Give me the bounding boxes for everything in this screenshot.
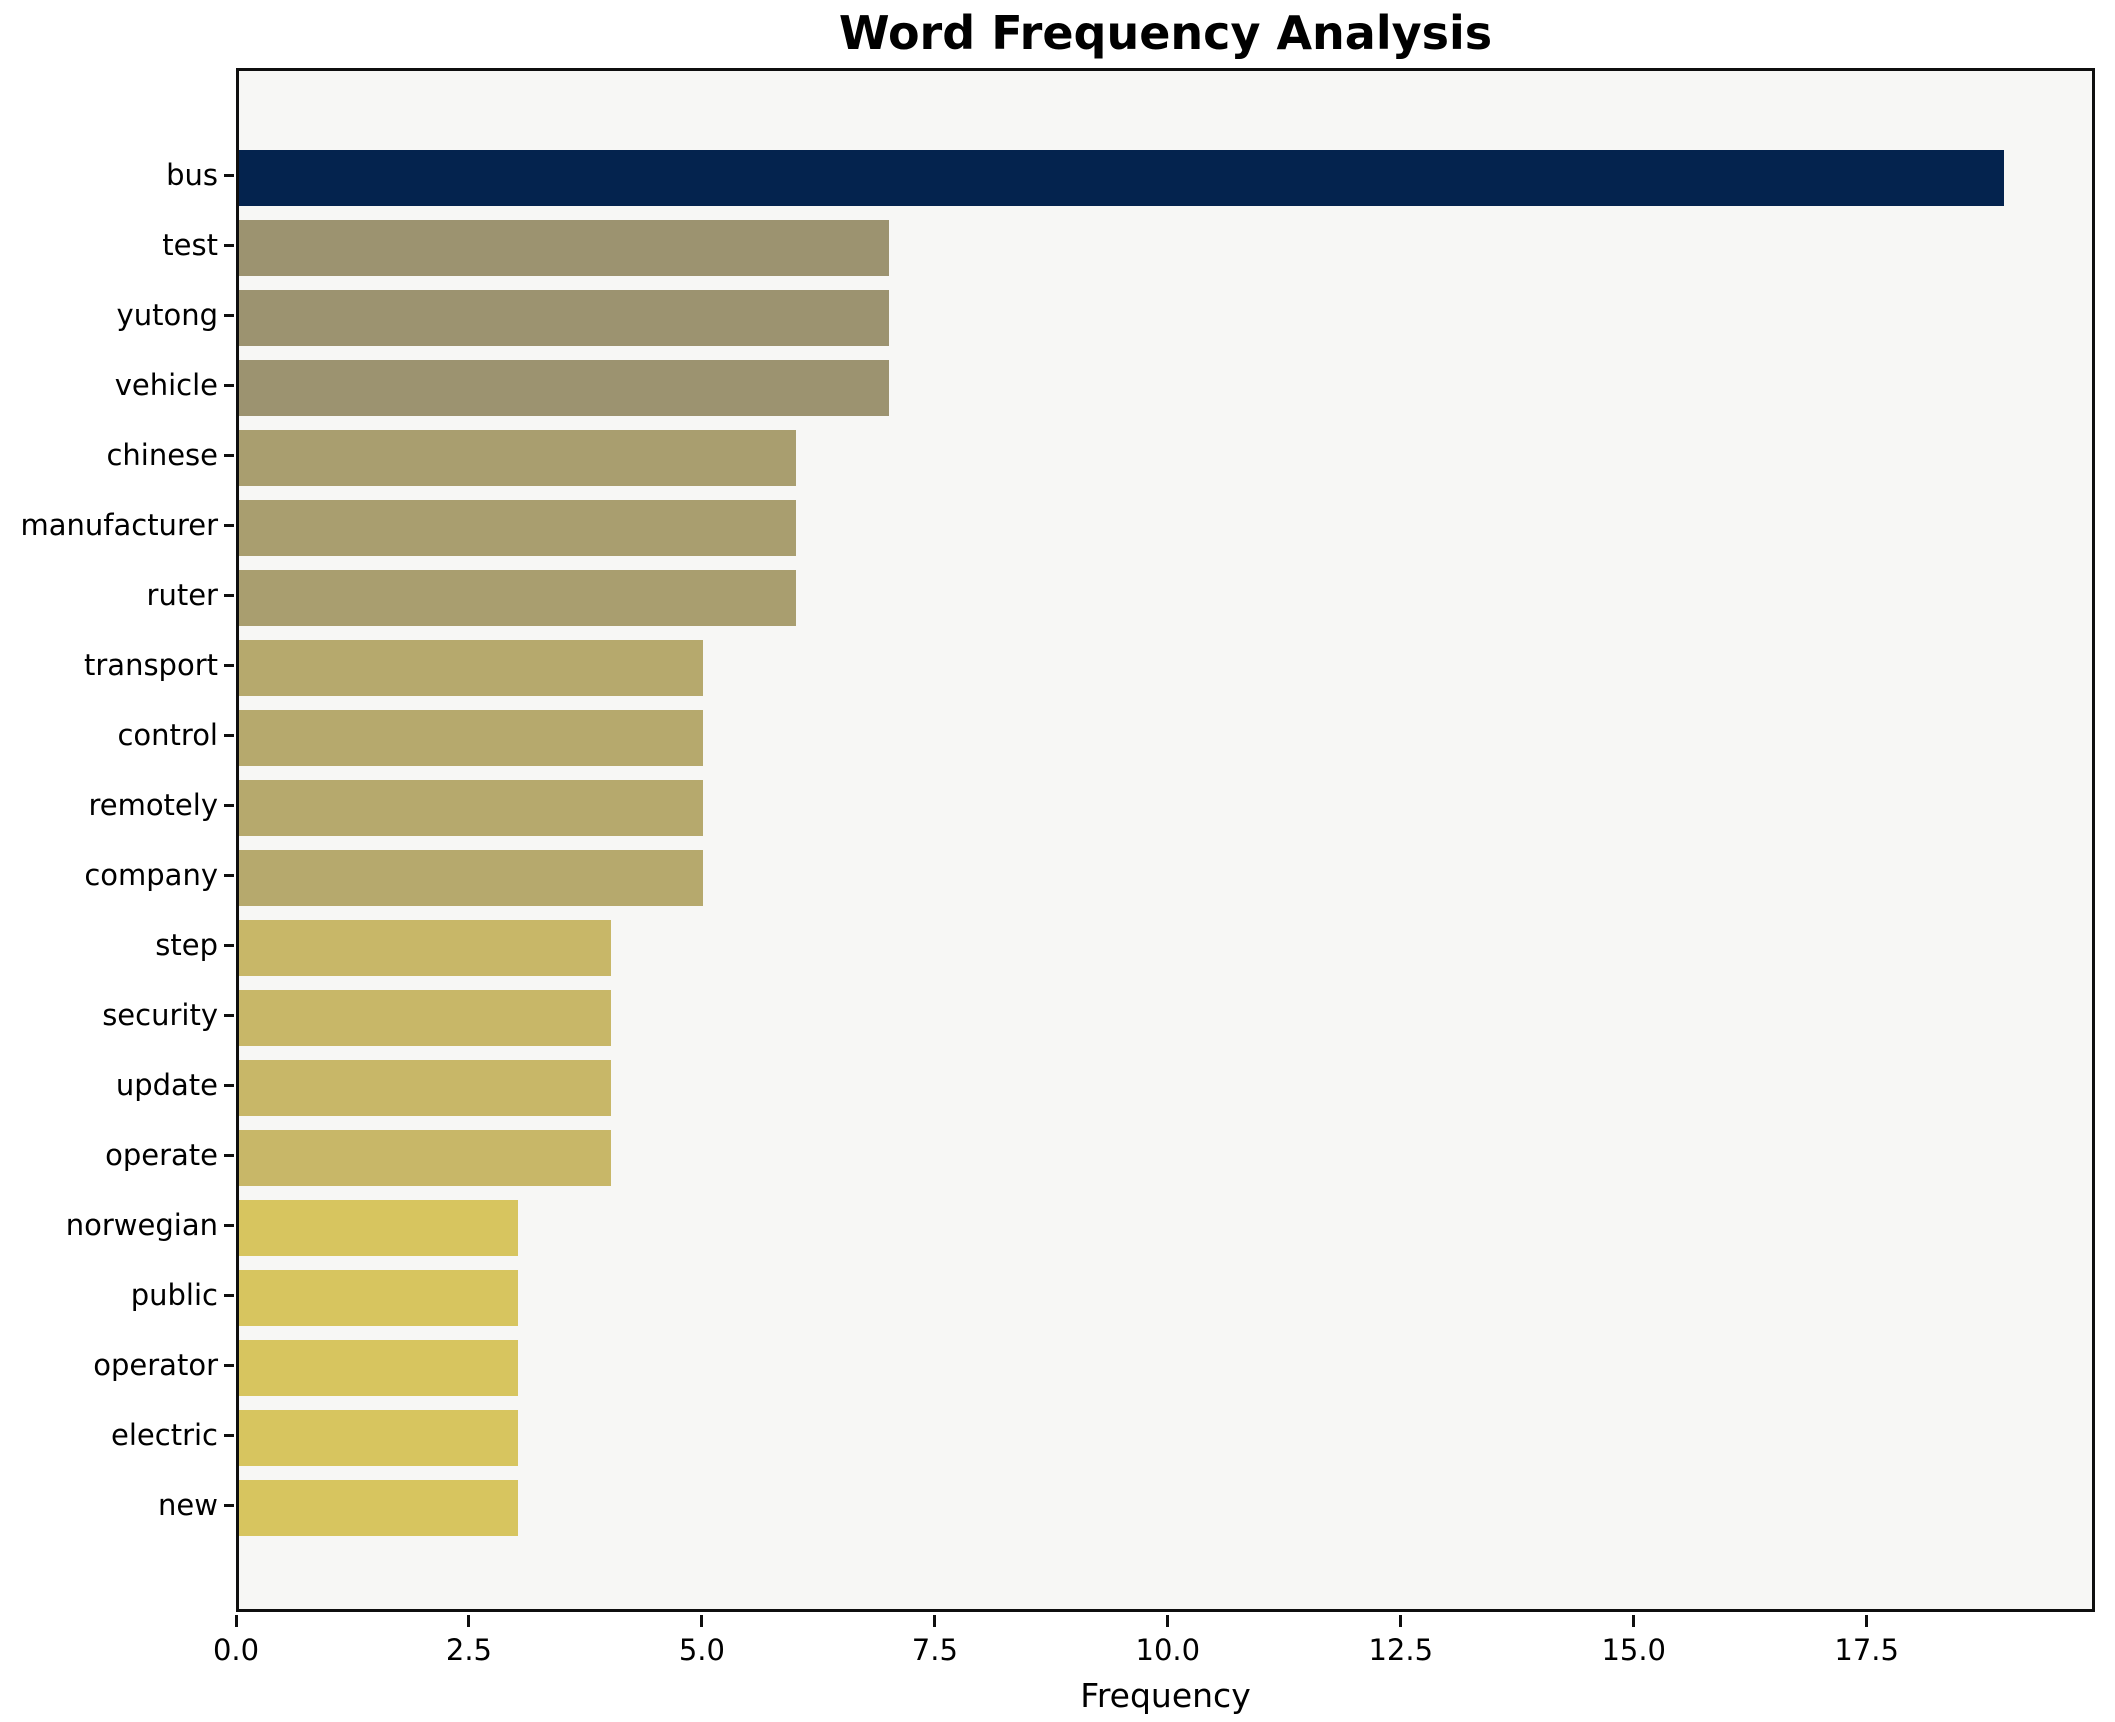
y-tick-label-electric: electric bbox=[111, 1418, 218, 1452]
x-axis-label: Frequency bbox=[1080, 1676, 1251, 1715]
y-tick-mark bbox=[224, 803, 234, 807]
x-tick-label-7.5: 7.5 bbox=[911, 1633, 958, 1667]
y-tick-label-public: public bbox=[130, 1278, 218, 1312]
x-tick-mark bbox=[234, 1615, 238, 1627]
bar-test bbox=[239, 220, 890, 276]
bar-company bbox=[239, 850, 704, 906]
y-tick-label-remotely: remotely bbox=[88, 788, 218, 822]
y-tick-label-norwegian: norwegian bbox=[65, 1208, 218, 1242]
y-tick-mark bbox=[224, 593, 234, 597]
y-tick-label-step: step bbox=[155, 928, 218, 962]
x-tick-mark bbox=[1632, 1615, 1636, 1627]
plot-area bbox=[236, 68, 2095, 1612]
x-tick-mark bbox=[933, 1615, 937, 1627]
x-tick-label-10.0: 10.0 bbox=[1135, 1633, 1201, 1667]
y-tick-label-bus: bus bbox=[166, 158, 218, 192]
x-tick-mark bbox=[700, 1615, 704, 1627]
y-tick-mark bbox=[224, 453, 234, 457]
bar-electric bbox=[239, 1410, 518, 1466]
y-tick-mark bbox=[224, 1013, 234, 1017]
y-tick-mark bbox=[224, 173, 234, 177]
bar-operator bbox=[239, 1340, 518, 1396]
y-tick-label-operator: operator bbox=[93, 1348, 218, 1382]
y-tick-label-test: test bbox=[162, 228, 218, 262]
y-tick-mark bbox=[224, 383, 234, 387]
bar-public bbox=[239, 1270, 518, 1326]
x-tick-mark bbox=[467, 1615, 471, 1627]
bar-ruter bbox=[239, 570, 797, 626]
y-tick-label-company: company bbox=[84, 858, 218, 892]
y-tick-label-ruter: ruter bbox=[146, 578, 218, 612]
y-tick-label-operate: operate bbox=[105, 1138, 218, 1172]
y-tick-mark bbox=[224, 1433, 234, 1437]
y-tick-mark bbox=[224, 1293, 234, 1297]
y-tick-mark bbox=[224, 733, 234, 737]
x-tick-label-5.0: 5.0 bbox=[678, 1633, 725, 1667]
y-tick-mark bbox=[224, 1153, 234, 1157]
y-tick-mark bbox=[224, 1223, 234, 1227]
bar-chinese bbox=[239, 430, 797, 486]
bar-control bbox=[239, 710, 704, 766]
y-tick-label-transport: transport bbox=[84, 648, 218, 682]
y-tick-mark bbox=[224, 1363, 234, 1367]
bar-vehicle bbox=[239, 360, 890, 416]
y-tick-label-security: security bbox=[102, 998, 218, 1032]
bar-bus bbox=[239, 150, 2004, 206]
y-tick-mark bbox=[224, 243, 234, 247]
y-tick-mark bbox=[224, 943, 234, 947]
y-tick-label-update: update bbox=[115, 1068, 218, 1102]
bar-remotely bbox=[239, 780, 704, 836]
bar-new bbox=[239, 1480, 518, 1536]
y-tick-label-new: new bbox=[158, 1488, 218, 1522]
y-tick-mark bbox=[224, 663, 234, 667]
y-tick-label-vehicle: vehicle bbox=[114, 368, 218, 402]
x-tick-mark bbox=[1865, 1615, 1869, 1627]
x-tick-label-15.0: 15.0 bbox=[1601, 1633, 1667, 1667]
x-tick-label-2.5: 2.5 bbox=[445, 1633, 493, 1667]
bar-yutong bbox=[239, 290, 890, 346]
bar-security bbox=[239, 990, 611, 1046]
y-tick-mark bbox=[224, 313, 234, 317]
y-tick-mark bbox=[224, 523, 234, 527]
y-tick-label-control: control bbox=[117, 718, 218, 752]
bar-transport bbox=[239, 640, 704, 696]
bar-manufacturer bbox=[239, 500, 797, 556]
y-tick-label-manufacturer: manufacturer bbox=[20, 508, 218, 542]
x-tick-label-0.0: 0.0 bbox=[212, 1633, 260, 1667]
y-tick-mark bbox=[224, 873, 234, 877]
bar-update bbox=[239, 1060, 611, 1116]
y-tick-label-chinese: chinese bbox=[106, 438, 218, 472]
chart-title: Word Frequency Analysis bbox=[838, 6, 1493, 60]
y-tick-mark bbox=[224, 1083, 234, 1087]
x-tick-mark bbox=[1166, 1615, 1170, 1627]
bar-operate bbox=[239, 1130, 611, 1186]
x-tick-label-17.5: 17.5 bbox=[1834, 1633, 1899, 1667]
x-tick-mark bbox=[1399, 1615, 1403, 1627]
y-tick-mark bbox=[224, 1503, 234, 1507]
bar-norwegian bbox=[239, 1200, 518, 1256]
bar-step bbox=[239, 920, 611, 976]
y-tick-label-yutong: yutong bbox=[116, 298, 218, 332]
x-tick-label-12.5: 12.5 bbox=[1368, 1633, 1434, 1667]
